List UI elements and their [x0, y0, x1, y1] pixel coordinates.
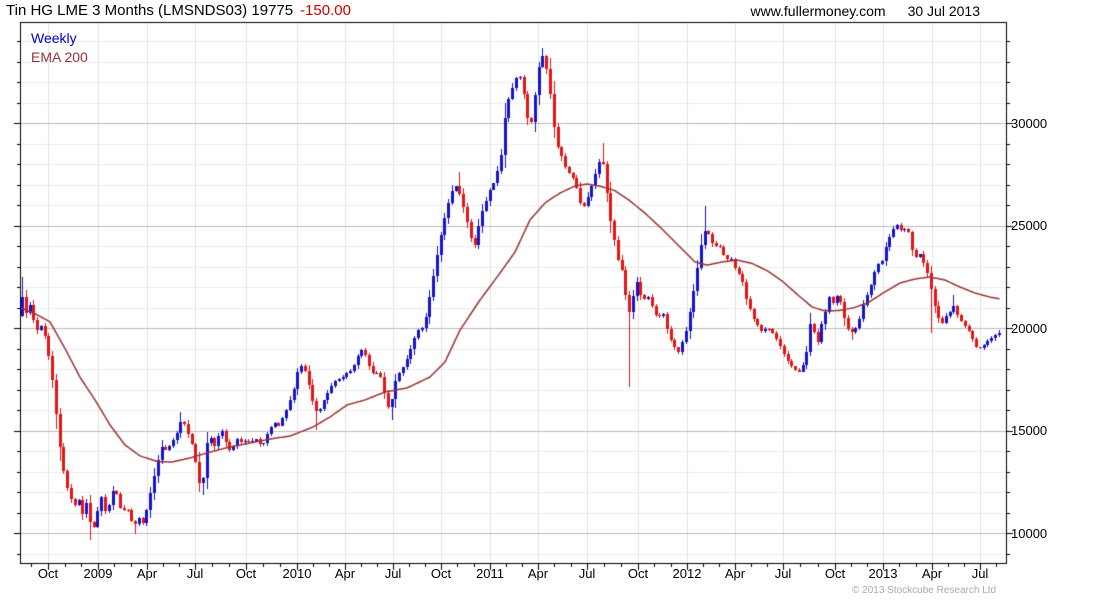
x-axis-label: Oct: [430, 566, 452, 581]
y-axis-label: 10000: [1011, 525, 1048, 541]
x-axis-label: Apr: [724, 566, 746, 581]
x-axis-label: Oct: [627, 566, 649, 581]
legend: Weekly EMA 200: [31, 29, 88, 67]
x-axis-label: Oct: [37, 566, 59, 581]
legend-weekly-label: Weekly: [31, 30, 77, 46]
y-axis-label: 20000: [1011, 320, 1048, 336]
x-axis-label: Jul: [578, 566, 596, 581]
x-axis-label: Jul: [186, 566, 204, 581]
header-right: www.fullermoney.com 30 Jul 2013: [750, 3, 980, 19]
x-axis-label: Jul: [971, 566, 989, 581]
x-axis-label: Oct: [235, 566, 257, 581]
x-axis-label: 2013: [868, 566, 898, 581]
legend-ema-label: EMA 200: [31, 49, 88, 65]
y-axis-label: 25000: [1011, 218, 1048, 233]
x-axis-label: Apr: [921, 566, 943, 581]
x-axis-label: Apr: [527, 566, 549, 581]
y-axis-label: 30000: [1011, 115, 1048, 131]
x-axis-label: Jul: [384, 566, 402, 581]
x-axis-label: 2011: [476, 566, 504, 581]
title-change: -150.00: [300, 2, 351, 19]
x-axis-label: 2009: [83, 566, 113, 581]
x-axis-label: Apr: [136, 566, 158, 581]
chart-title: Tin HG LME 3 Months (LMSNDS03) 19775 -150…: [6, 2, 351, 19]
x-axis-label: Apr: [334, 566, 356, 581]
x-axis-label: Oct: [824, 566, 846, 581]
y-axis-label: 15000: [1011, 423, 1048, 438]
header-date: 30 Jul 2013: [907, 3, 980, 19]
copyright: © 2013 Stockcube Research Ltd: [852, 585, 997, 596]
x-axis-label: Jul: [774, 566, 792, 581]
x-axis-label: 2012: [672, 566, 702, 581]
site-link[interactable]: www.fullermoney.com: [750, 3, 886, 19]
title-instrument-and-last: Tin HG LME 3 Months (LMSNDS03) 19775: [6, 2, 294, 19]
x-axis-label: 2010: [282, 566, 312, 581]
